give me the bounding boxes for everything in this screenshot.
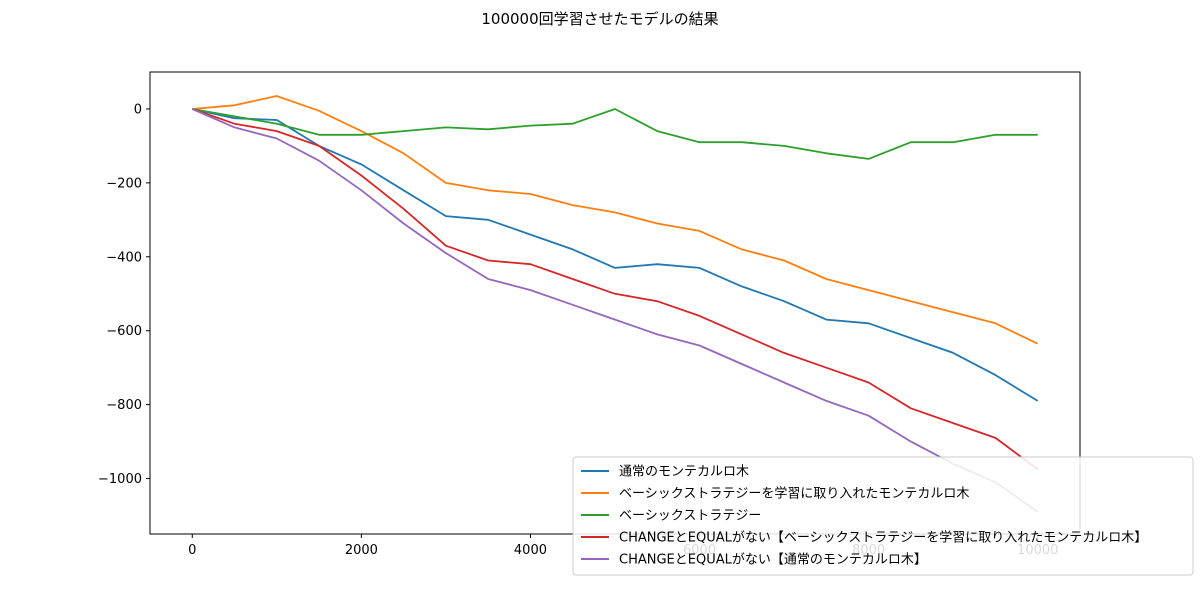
legend: 通常のモンテカルロ木ベーシックストラテジーを学習に取り入れたモンテカルロ木ベーシ… — [572, 456, 1194, 576]
series-line-5 — [191, 108, 1039, 513]
y-axis-ticks: 0 −200 −400 −600 −800 −1000 — [98, 102, 150, 487]
series-line-2 — [192, 95, 1039, 345]
x-tick-label: 0 — [188, 543, 196, 558]
legend-box — [572, 456, 1194, 576]
legend-label: CHANGEとEQUALがない【通常のモンテカルロ木】 — [619, 553, 927, 568]
y-tick-label: −400 — [106, 250, 142, 265]
legend-label: ベーシックストラテジー — [619, 509, 761, 524]
y-tick-label: 0 — [134, 102, 142, 117]
legend-label: 通常のモンテカルロ木 — [619, 465, 749, 480]
y-tick-label: −800 — [106, 398, 142, 413]
y-tick-label: −1000 — [98, 472, 142, 487]
y-tick-label: −600 — [106, 324, 142, 339]
legend-label: CHANGEとEQUALがない【ベーシックストラテジーを学習に取り入れたモンテカ… — [619, 530, 1147, 546]
chart-title: 100000回学習させたモデルの結果 — [481, 10, 718, 28]
x-tick-label: 2000 — [345, 543, 378, 558]
series-layer — [191, 95, 1039, 513]
x-tick-label: 4000 — [514, 543, 547, 558]
series-line-4 — [192, 108, 1039, 471]
series-line-3 — [192, 108, 1038, 160]
y-tick-label: −200 — [106, 176, 142, 191]
legend-label: ベーシックストラテジーを学習に取り入れたモンテカルロ木 — [619, 486, 969, 502]
series-line-1 — [192, 108, 1039, 402]
